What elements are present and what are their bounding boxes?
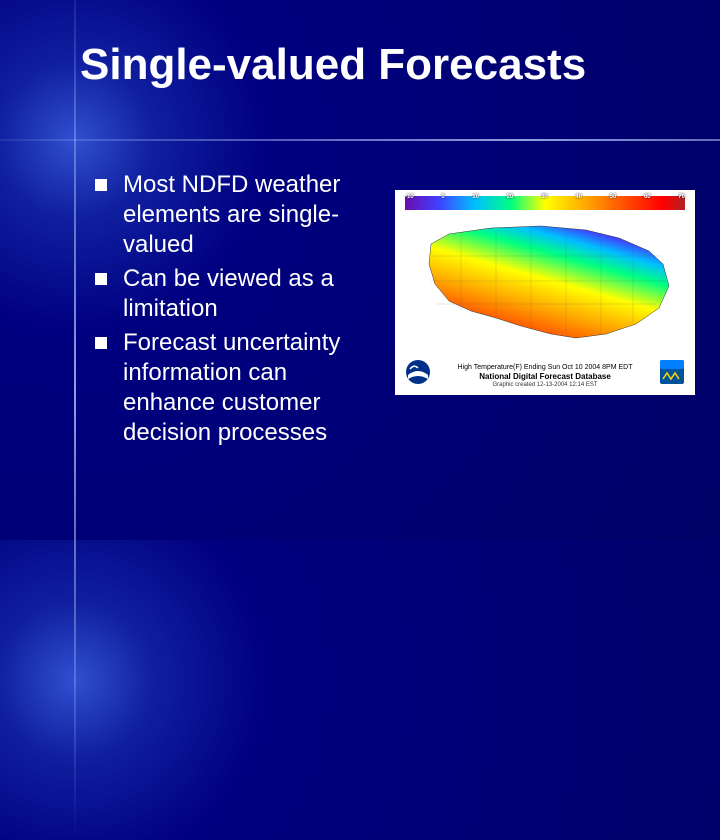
- colorbar-ticks: -10 0 10 20 30 40 50 60 70: [405, 194, 685, 212]
- bullet-list: Most NDFD weather elements are single-va…: [95, 170, 380, 452]
- list-item: Most NDFD weather elements are single-va…: [95, 170, 380, 260]
- caption-line: Graphic created 12-13-2004 12:14 EST: [435, 382, 655, 389]
- bullet-icon: [95, 273, 107, 285]
- bullet-icon: [95, 179, 107, 191]
- tick-label: 30: [541, 194, 548, 212]
- lens-flare-decoration: [75, 140, 76, 141]
- usa-temperature-map: [401, 216, 689, 346]
- tick-label: 10: [472, 194, 479, 212]
- bullet-text: Most NDFD weather elements are single-va…: [123, 170, 380, 260]
- tick-label: 70: [678, 194, 685, 212]
- usa-map-svg: [401, 216, 689, 346]
- tick-label: 0: [441, 194, 444, 212]
- slide-title: Single-valued Forecasts: [80, 40, 690, 90]
- tick-label: 50: [610, 194, 617, 212]
- forecast-map-panel: -10 0 10 20 30 40 50 60 70: [395, 190, 695, 395]
- bullet-text: Forecast uncertainty information can enh…: [123, 328, 380, 448]
- caption-line: National Digital Forecast Database: [435, 372, 655, 382]
- map-caption: High Temperature(F) Ending Sun Oct 10 20…: [435, 364, 655, 389]
- nws-logo-icon: [659, 359, 685, 385]
- bullet-icon: [95, 337, 107, 349]
- caption-line: High Temperature(F) Ending Sun Oct 10 20…: [435, 364, 655, 372]
- tick-label: 40: [575, 194, 582, 212]
- tick-label: -10: [405, 194, 414, 212]
- noaa-logo-icon: [405, 359, 431, 385]
- list-item: Can be viewed as a limitation: [95, 264, 380, 324]
- tick-label: 60: [644, 194, 651, 212]
- list-item: Forecast uncertainty information can enh…: [95, 328, 380, 448]
- bullet-text: Can be viewed as a limitation: [123, 264, 380, 324]
- tick-label: 20: [507, 194, 514, 212]
